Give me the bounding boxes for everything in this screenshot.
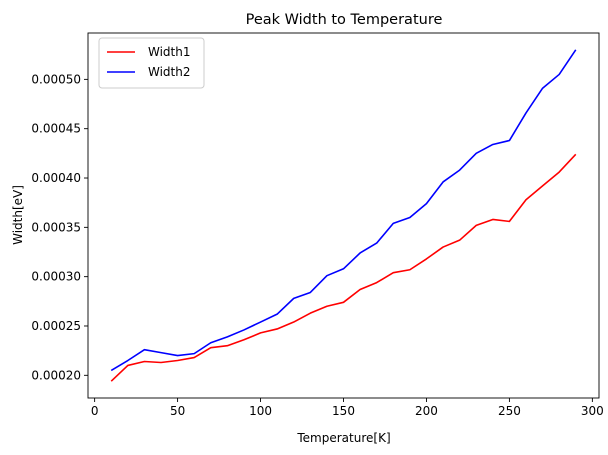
x-tick-label: 200 — [415, 404, 438, 418]
y-tick-label: 0.00045 — [31, 122, 81, 136]
legend: Width1 Width2 — [98, 37, 205, 89]
y-tick-label: 0.00030 — [31, 270, 81, 284]
legend-label-width1: Width1 — [148, 45, 191, 59]
series-line-width2 — [110, 49, 577, 372]
x-axis-title: Temperature[K] — [296, 431, 390, 445]
y-tick-label: 0.00040 — [31, 171, 81, 185]
y-tick-label: 0.00050 — [31, 72, 81, 86]
plot-area — [110, 49, 577, 382]
series-line-width1 — [110, 153, 577, 382]
x-tick-label: 250 — [498, 404, 521, 418]
chart-title: Peak Width to Temperature — [246, 12, 443, 28]
y-tick-label: 0.00025 — [31, 319, 81, 333]
x-axis: 0 50 100 150 200 250 300 — [91, 398, 604, 418]
x-tick-label: 0 — [91, 404, 99, 418]
legend-box — [98, 37, 205, 89]
x-tick-label: 150 — [332, 404, 355, 418]
x-tick-label: 300 — [581, 404, 604, 418]
y-axis: 0.00020 0.00025 0.00030 0.00035 0.00040 0.000… — [31, 72, 88, 382]
x-tick-label: 50 — [170, 404, 185, 418]
y-tick-label: 0.00020 — [31, 368, 81, 382]
x-tick-label: 100 — [249, 404, 272, 418]
y-tick-label: 0.00035 — [31, 220, 81, 234]
legend-label-width2: Width2 — [148, 65, 191, 79]
y-axis-title: Width[eV] — [11, 185, 25, 245]
